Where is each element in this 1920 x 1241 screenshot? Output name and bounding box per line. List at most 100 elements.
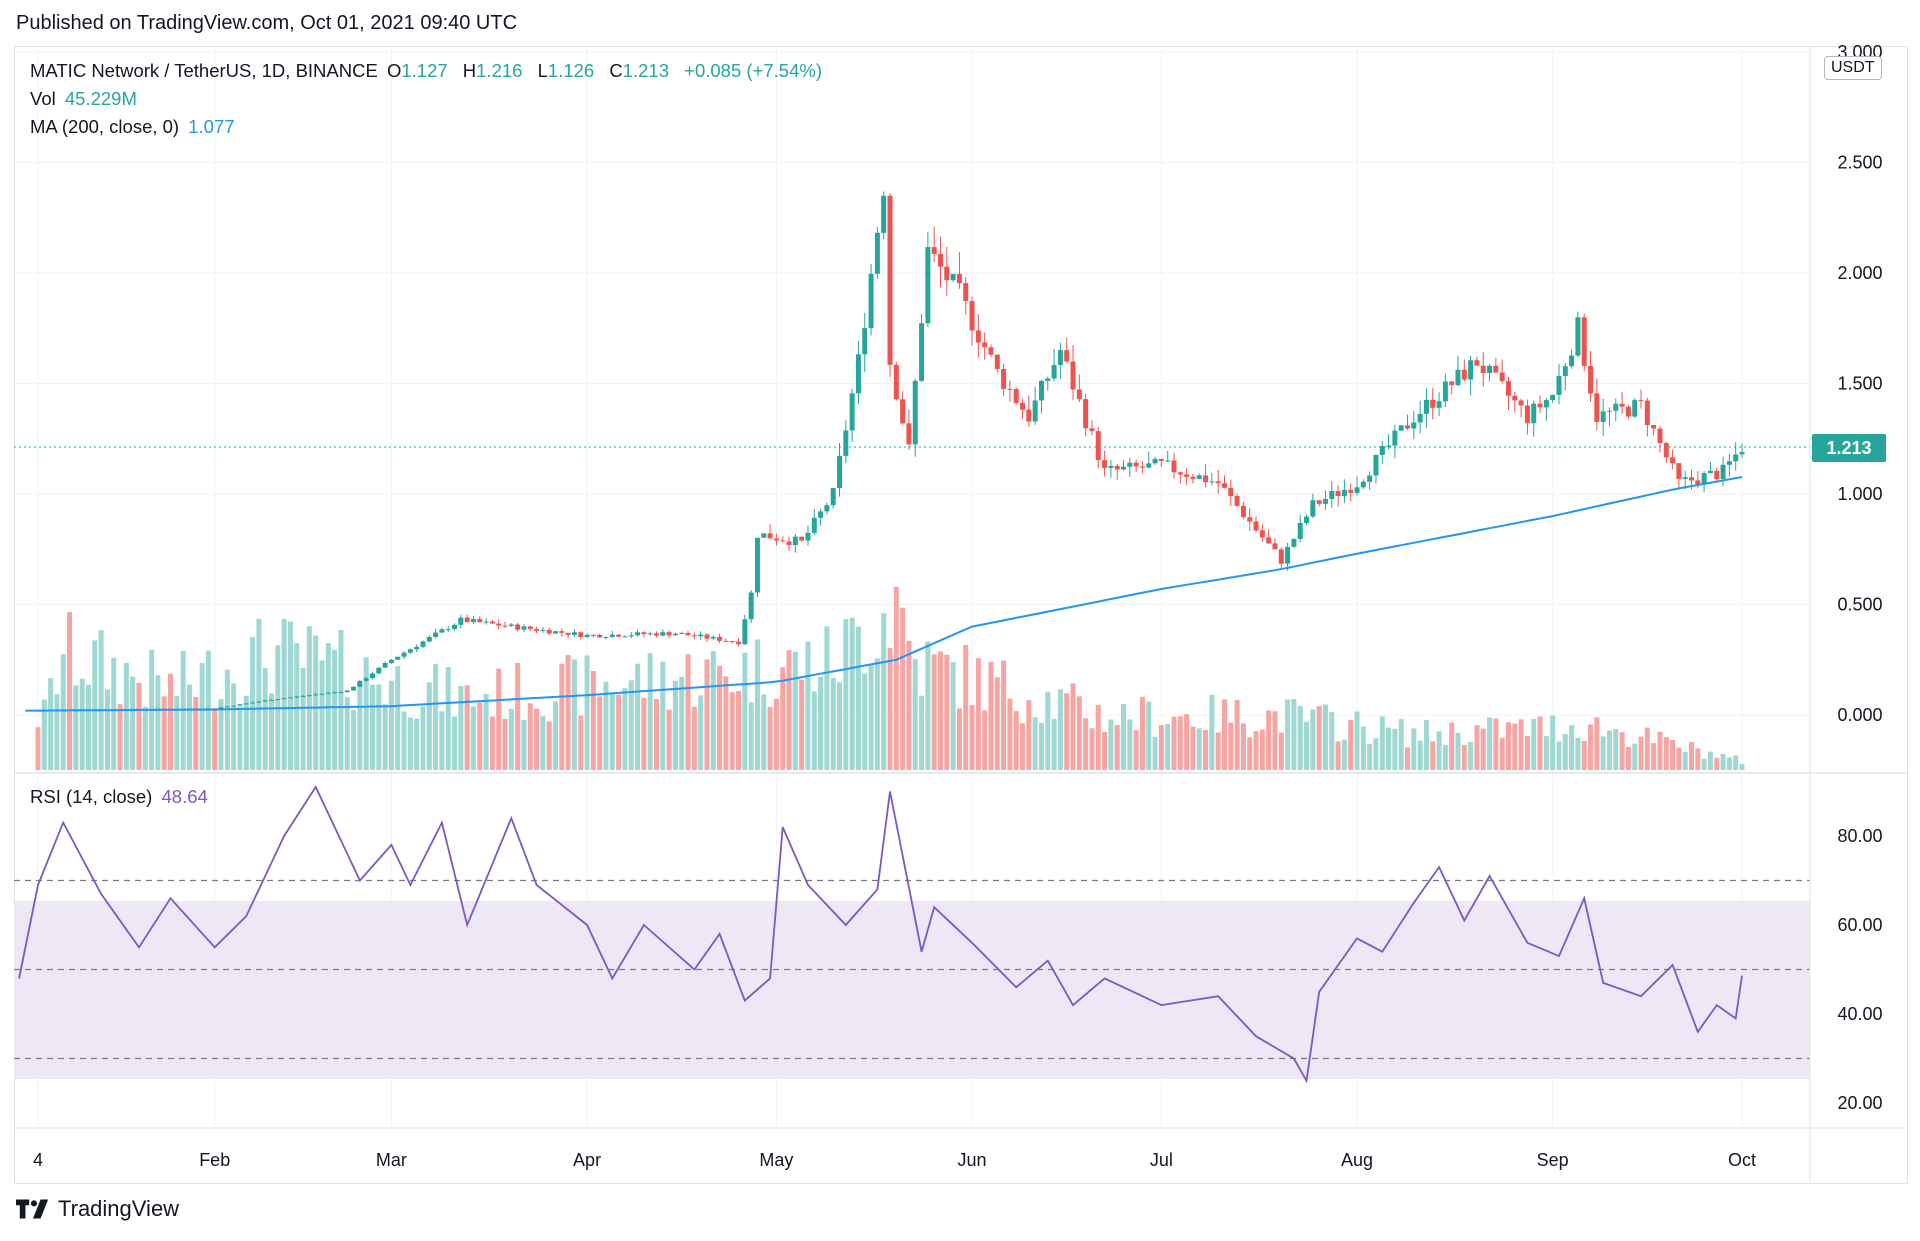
rsi-axis: 80.00 60.00 40.00 20.00	[1837, 826, 1882, 1113]
candle-body	[1405, 425, 1411, 429]
candle-body	[1606, 410, 1612, 412]
volume-bar	[1733, 755, 1739, 770]
volume-bar	[830, 678, 836, 770]
candle-body	[1550, 394, 1556, 401]
volume-bar	[1505, 722, 1511, 770]
candle-body	[906, 423, 912, 445]
candle-body	[1417, 413, 1423, 423]
volume-bar	[912, 659, 918, 770]
candle-body	[584, 634, 590, 638]
volume-bar	[1670, 740, 1676, 770]
candle-body	[1531, 403, 1537, 424]
volume-bar	[559, 663, 565, 770]
candle-body	[912, 380, 918, 445]
candle-body	[1701, 473, 1707, 485]
tradingview-brand[interactable]: TradingView	[16, 1196, 179, 1222]
candle-body	[1524, 405, 1530, 424]
rsi-band	[14, 901, 1810, 1079]
candle-body	[313, 694, 319, 696]
volume-bar	[723, 676, 729, 770]
volume-bar	[900, 607, 906, 770]
candle-body	[445, 629, 451, 631]
candle-body	[1057, 350, 1063, 366]
volume-bar	[818, 676, 824, 770]
volume-bar	[1304, 721, 1310, 770]
candle-body	[224, 706, 230, 708]
volume-bar	[250, 637, 256, 770]
candle-body	[704, 634, 710, 639]
candle-body	[1152, 458, 1158, 464]
candle-body	[1430, 399, 1436, 408]
volume-bar	[799, 679, 805, 770]
candle-body	[1588, 365, 1594, 394]
volume-bar	[464, 685, 470, 770]
time-tick-label: Apr	[573, 1150, 601, 1170]
price-tick-label: 2.500	[1837, 153, 1882, 173]
volume-bar	[439, 711, 445, 770]
candle-body	[931, 247, 937, 254]
volume-bar	[1695, 748, 1701, 770]
currency-badge[interactable]: USDT	[1824, 56, 1882, 80]
low-value: 1.126	[547, 60, 595, 81]
volume-bar	[1221, 699, 1227, 770]
candle-body	[1663, 443, 1669, 458]
candle-body	[1398, 425, 1404, 431]
price-tick-label: 2.000	[1837, 263, 1882, 283]
candle-body	[1360, 481, 1366, 488]
volume-bar	[1392, 728, 1398, 770]
volume-bar	[1436, 731, 1442, 770]
symbol-label[interactable]: MATIC Network / TetherUS, 1D, BINANCE	[30, 60, 378, 81]
volume-bar	[1373, 738, 1379, 770]
volume-bar	[489, 716, 495, 770]
volume-bar	[1632, 743, 1638, 770]
volume-bar	[540, 716, 546, 770]
candle-body	[1499, 372, 1505, 382]
rsi-tick-label: 40.00	[1837, 1004, 1882, 1024]
volume-bar	[1234, 699, 1240, 770]
candle-body	[1449, 381, 1455, 386]
candle-body	[1392, 430, 1398, 446]
candle-body	[489, 621, 495, 624]
volume-bar	[754, 639, 760, 770]
volume-bar	[1518, 719, 1524, 770]
volume-bar	[338, 630, 344, 770]
volume-bar	[603, 681, 609, 770]
volume-bar	[1253, 731, 1259, 770]
volume-bar	[1146, 701, 1152, 770]
candle-body	[1184, 474, 1190, 477]
change-value: +0.085 (+7.54%)	[684, 60, 822, 81]
candle-body	[1575, 317, 1581, 356]
candle-body	[969, 301, 975, 331]
candle-body	[1613, 403, 1619, 411]
candle-body	[1139, 466, 1145, 468]
volume-bar	[1133, 730, 1139, 770]
candle-body	[231, 705, 237, 707]
volume-bar	[1341, 739, 1347, 770]
volume-bar	[1430, 741, 1436, 770]
volume-bar	[1600, 736, 1606, 770]
volume-bar	[1417, 740, 1423, 770]
ma-label[interactable]: MA (200, close, 0)	[30, 116, 180, 137]
candle-body	[1386, 445, 1392, 447]
rsi-label[interactable]: RSI (14, close)	[30, 786, 153, 807]
volume-bar	[1663, 737, 1669, 770]
volume-bar	[1247, 737, 1253, 770]
volume-label[interactable]: Vol	[30, 88, 56, 109]
candle-body	[218, 707, 224, 709]
candle-body	[1177, 472, 1183, 475]
candle-body	[843, 430, 849, 456]
candle-body	[786, 541, 792, 546]
volume-bar	[1108, 719, 1114, 770]
candle-body	[1133, 462, 1139, 467]
candle-body	[1304, 516, 1310, 523]
volume-bar	[994, 677, 1000, 770]
candle-body	[1379, 445, 1385, 455]
candle-body	[830, 488, 836, 506]
candle-body	[351, 686, 357, 691]
candle-body	[1707, 470, 1713, 474]
candle-body	[262, 700, 268, 702]
candle-body	[1064, 350, 1070, 362]
volume-bar	[79, 678, 85, 770]
candle-body	[250, 702, 256, 704]
